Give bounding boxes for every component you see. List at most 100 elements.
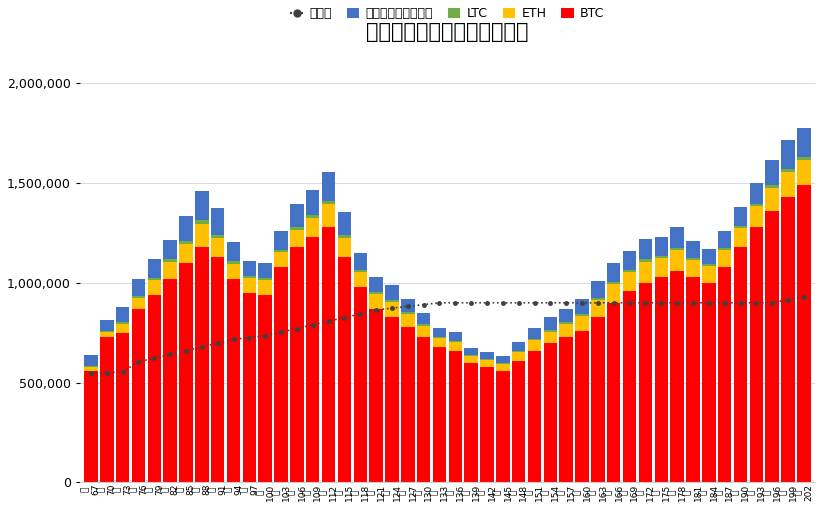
Bar	[369, 309, 383, 483]
Bar	[338, 212, 351, 235]
Bar	[449, 340, 462, 342]
Bar	[227, 261, 240, 264]
Bar	[560, 309, 573, 323]
Bar	[258, 263, 272, 278]
投資額	[704, 300, 713, 306]
Bar	[765, 188, 779, 211]
Bar	[607, 281, 621, 284]
Bar	[164, 279, 177, 483]
Bar	[528, 351, 541, 483]
Bar	[750, 204, 763, 206]
Bar	[734, 226, 747, 228]
Bar	[591, 298, 605, 300]
Bar	[116, 323, 129, 324]
Bar	[179, 216, 192, 241]
Bar	[781, 169, 795, 172]
Bar	[591, 300, 605, 317]
Bar	[417, 313, 431, 324]
Bar	[353, 287, 367, 483]
Bar	[432, 346, 446, 483]
投資額	[577, 300, 587, 306]
Bar	[575, 299, 589, 314]
Bar	[480, 360, 494, 367]
Bar	[496, 364, 510, 371]
Bar	[449, 342, 462, 351]
投資額	[609, 300, 619, 306]
Bar	[386, 300, 399, 302]
Bar	[734, 228, 747, 247]
Bar	[322, 172, 335, 201]
Bar	[718, 250, 732, 267]
Bar	[639, 262, 652, 283]
Bar	[195, 192, 209, 220]
投資額	[418, 302, 428, 308]
Bar	[179, 263, 192, 483]
Bar	[654, 237, 668, 256]
Bar	[164, 259, 177, 262]
投資額	[244, 334, 254, 340]
Bar	[575, 314, 589, 316]
Bar	[765, 211, 779, 483]
Bar	[575, 316, 589, 331]
Bar	[84, 367, 98, 371]
投資額	[133, 359, 143, 365]
Bar	[654, 258, 668, 277]
Bar	[623, 250, 636, 270]
Bar	[401, 314, 414, 327]
Bar	[275, 231, 288, 250]
Bar	[560, 323, 573, 324]
Bar	[671, 250, 684, 271]
投資額	[213, 340, 223, 346]
Bar	[623, 291, 636, 483]
Bar	[179, 244, 192, 263]
Bar	[401, 327, 414, 483]
Bar	[164, 240, 177, 259]
Bar	[132, 309, 145, 483]
投資額	[672, 300, 682, 306]
投資額	[118, 369, 127, 375]
Bar	[211, 235, 224, 238]
Bar	[195, 224, 209, 247]
Bar	[258, 280, 272, 295]
Bar	[543, 318, 557, 330]
投資額	[688, 300, 698, 306]
Bar	[591, 281, 605, 298]
Bar	[464, 356, 478, 363]
Bar	[195, 220, 209, 224]
Bar	[100, 337, 113, 483]
Bar	[227, 264, 240, 279]
Bar	[750, 206, 763, 227]
Bar	[464, 347, 478, 355]
投資額	[466, 300, 476, 306]
投資額	[640, 300, 650, 306]
Bar	[432, 338, 446, 346]
Bar	[734, 247, 747, 483]
Bar	[543, 332, 557, 343]
Bar	[607, 284, 621, 303]
Bar	[306, 237, 320, 483]
Bar	[306, 215, 320, 218]
Bar	[258, 295, 272, 483]
Bar	[275, 250, 288, 252]
Bar	[464, 355, 478, 356]
Bar	[781, 140, 795, 169]
投資額	[324, 318, 334, 324]
投資額	[276, 329, 286, 335]
Bar	[84, 371, 98, 483]
Bar	[116, 324, 129, 333]
Bar	[750, 183, 763, 204]
投資額	[751, 300, 761, 306]
Bar	[386, 317, 399, 483]
投資額	[86, 370, 96, 376]
Bar	[671, 227, 684, 247]
投資額	[150, 355, 159, 361]
投資額	[736, 300, 746, 306]
Bar	[639, 260, 652, 262]
Bar	[512, 361, 525, 483]
投資額	[339, 314, 349, 321]
Bar	[528, 328, 541, 338]
Bar	[718, 248, 732, 250]
Bar	[338, 235, 351, 238]
Bar	[671, 247, 684, 250]
Bar	[369, 292, 383, 294]
